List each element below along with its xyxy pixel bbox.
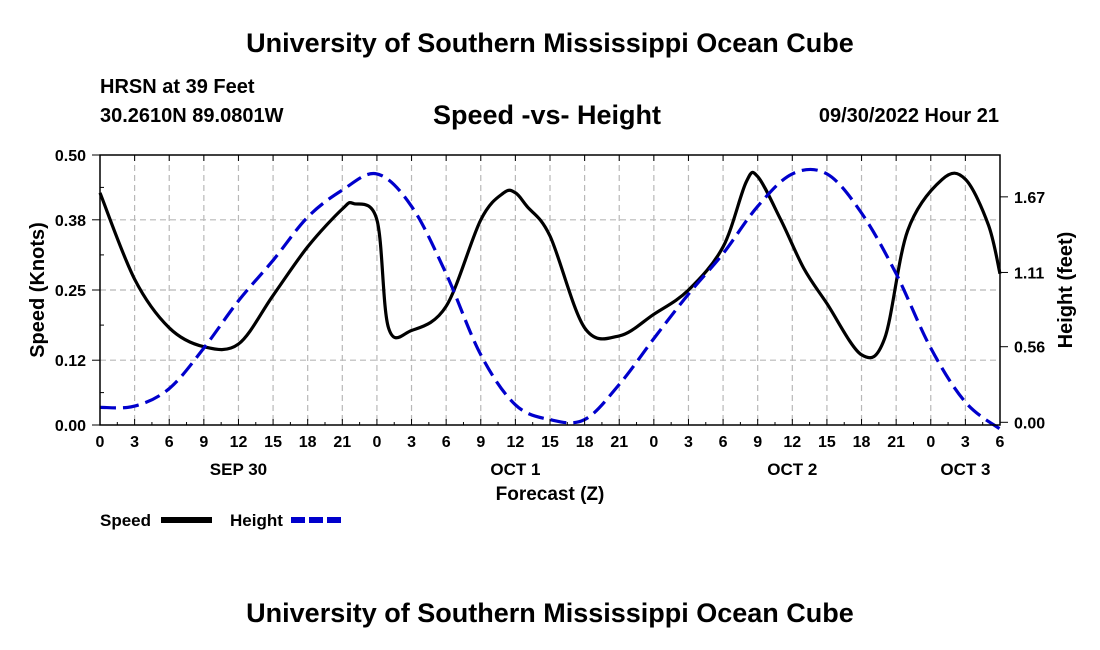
date-label: OCT 1 [490, 460, 540, 479]
x-tick-label: 3 [130, 434, 139, 451]
x-tick-label: 3 [407, 434, 416, 451]
grid-layer [100, 155, 1000, 425]
y-tick-label: 0.50 [55, 148, 86, 165]
x-tick-label: 6 [719, 434, 728, 451]
main-title: University of Southern Mississippi Ocean… [246, 28, 854, 58]
x-tick-label: 3 [961, 434, 970, 451]
series-line-speed [98, 170, 1002, 360]
legend: Speed Height [100, 511, 342, 530]
y-tick-label: 0.00 [55, 418, 86, 435]
x-tick-label: 9 [476, 434, 485, 451]
x-axis-label: Forecast (Z) [496, 484, 605, 505]
date-label: SEP 30 [210, 460, 267, 479]
x-tick-label: 15 [264, 434, 282, 451]
x-tick-label: 12 [783, 434, 801, 451]
y-tick-label: 0.25 [55, 283, 86, 300]
date-label: OCT 2 [767, 460, 817, 479]
x-tick-label: 15 [541, 434, 559, 451]
legend-label-speed: Speed [100, 511, 151, 530]
footer-title: University of Southern Mississippi Ocean… [246, 598, 854, 628]
x-tick-label: 0 [96, 434, 105, 451]
x-tick-label: 0 [372, 434, 381, 451]
forecast-datetime: 09/30/2022 Hour 21 [818, 105, 999, 127]
x-tick-label: 18 [299, 434, 317, 451]
x-tick-label: 21 [333, 434, 351, 451]
legend-label-height: Height [230, 511, 283, 530]
x-tick-label: 6 [165, 434, 174, 451]
x-tick-label: 0 [926, 434, 935, 451]
x-tick-label: 18 [576, 434, 594, 451]
x-tick-label: 21 [610, 434, 628, 451]
x-tick-label: 15 [818, 434, 836, 451]
series-layer [98, 167, 1002, 431]
x-tick-label: 0 [649, 434, 658, 451]
y2-tick-label: 0.56 [1014, 340, 1045, 357]
x-tick-label: 9 [199, 434, 208, 451]
x-tick-label: 18 [853, 434, 871, 451]
x-tick-label: 3 [684, 434, 693, 451]
x-tick-label: 12 [230, 434, 248, 451]
date-label: OCT 3 [940, 460, 990, 479]
x-tick-label: 6 [442, 434, 451, 451]
y2-tick-label: 1.11 [1014, 265, 1044, 282]
coordinates-label: 30.2610N 89.0801W [100, 105, 284, 127]
x-tick-label: 9 [753, 434, 762, 451]
y2-axis-label: Height (feet) [1055, 232, 1077, 349]
y-axis-label: Speed (Knots) [27, 222, 49, 358]
x-tick-label: 21 [887, 434, 905, 451]
y2-tick-label: 1.67 [1014, 190, 1045, 207]
chart-title: Speed -vs- Height [433, 100, 662, 130]
y2-tick-label: 0.00 [1014, 415, 1045, 432]
y-tick-label: 0.38 [55, 213, 86, 230]
x-tick-label: 12 [506, 434, 524, 451]
axis-layer: 0 3 6 9 12 15 18 21 0 3 6 9 12 15 18 21 0 3 6 9 12 15 18 21 0 3 6 S… [55, 148, 1045, 479]
station-label: HRSN at 39 Feet [100, 76, 255, 98]
y-tick-label: 0.12 [55, 353, 86, 370]
series-line-height [99, 167, 1001, 431]
x-tick-label: 6 [996, 434, 1005, 451]
